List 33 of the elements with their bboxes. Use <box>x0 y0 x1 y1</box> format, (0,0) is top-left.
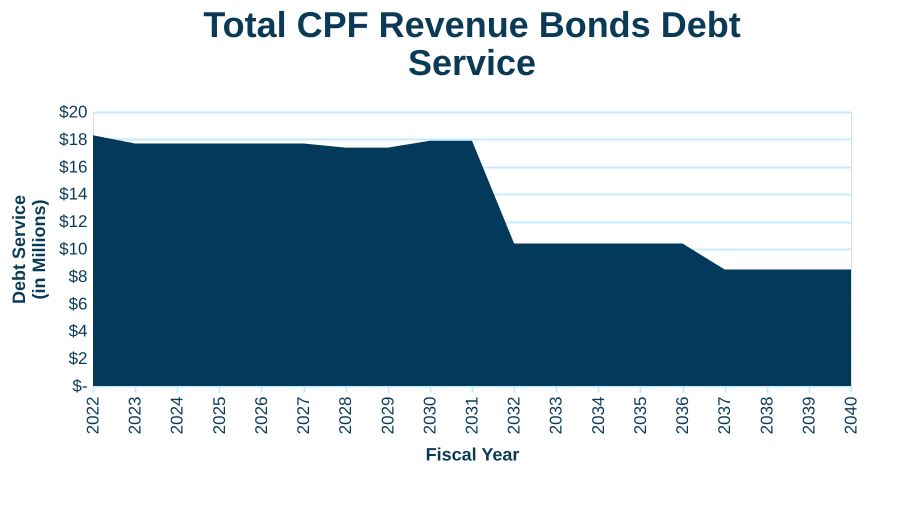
x-tick-label: 2025 <box>210 396 229 434</box>
x-tick-label: 2024 <box>168 396 187 434</box>
x-tick-label: 2031 <box>462 396 482 434</box>
y-tick-label: $18 <box>59 130 88 149</box>
x-tick-label: 2033 <box>546 396 566 434</box>
y-tick-label: $4 <box>68 322 88 341</box>
x-tick-label: 2034 <box>588 396 608 434</box>
x-axis-title: Fiscal Year <box>426 444 520 464</box>
y-tick-label: $16 <box>59 157 88 176</box>
x-tick-label: 2030 <box>420 396 440 434</box>
y-tick-label: $10 <box>59 240 88 258</box>
x-tick-label: 2028 <box>336 396 356 434</box>
x-tick-label: 2038 <box>757 396 776 434</box>
x-tick-label: 2035 <box>630 396 650 434</box>
x-tick-label: 2037 <box>715 396 734 434</box>
x-tick-label: 2026 <box>252 396 271 434</box>
x-tick-label: 2029 <box>378 396 398 434</box>
x-tick-label: 2039 <box>799 396 818 434</box>
y-tick-label: $20 <box>59 102 88 122</box>
x-tick-label: 2036 <box>673 396 692 434</box>
chart-title: Total CPF Revenue Bonds Debt Service <box>203 4 741 83</box>
y-tick-label: $14 <box>59 184 88 204</box>
y-tick-label: $12 <box>59 212 88 232</box>
x-tick-label: 2023 <box>126 396 145 434</box>
x-tick-label: 2027 <box>294 396 314 434</box>
x-tick-label: 2032 <box>504 396 524 434</box>
y-tick-label: $2 <box>68 349 88 368</box>
x-tick-label: 2040 <box>842 396 860 434</box>
x-tick-label: 2022 <box>84 396 102 434</box>
y-tick-label: $6 <box>68 294 88 314</box>
y-tick-label: $8 <box>68 266 88 286</box>
y-tick-label: $- <box>72 376 88 396</box>
y-axis-title: Debt Service (in Millions) <box>9 194 50 304</box>
